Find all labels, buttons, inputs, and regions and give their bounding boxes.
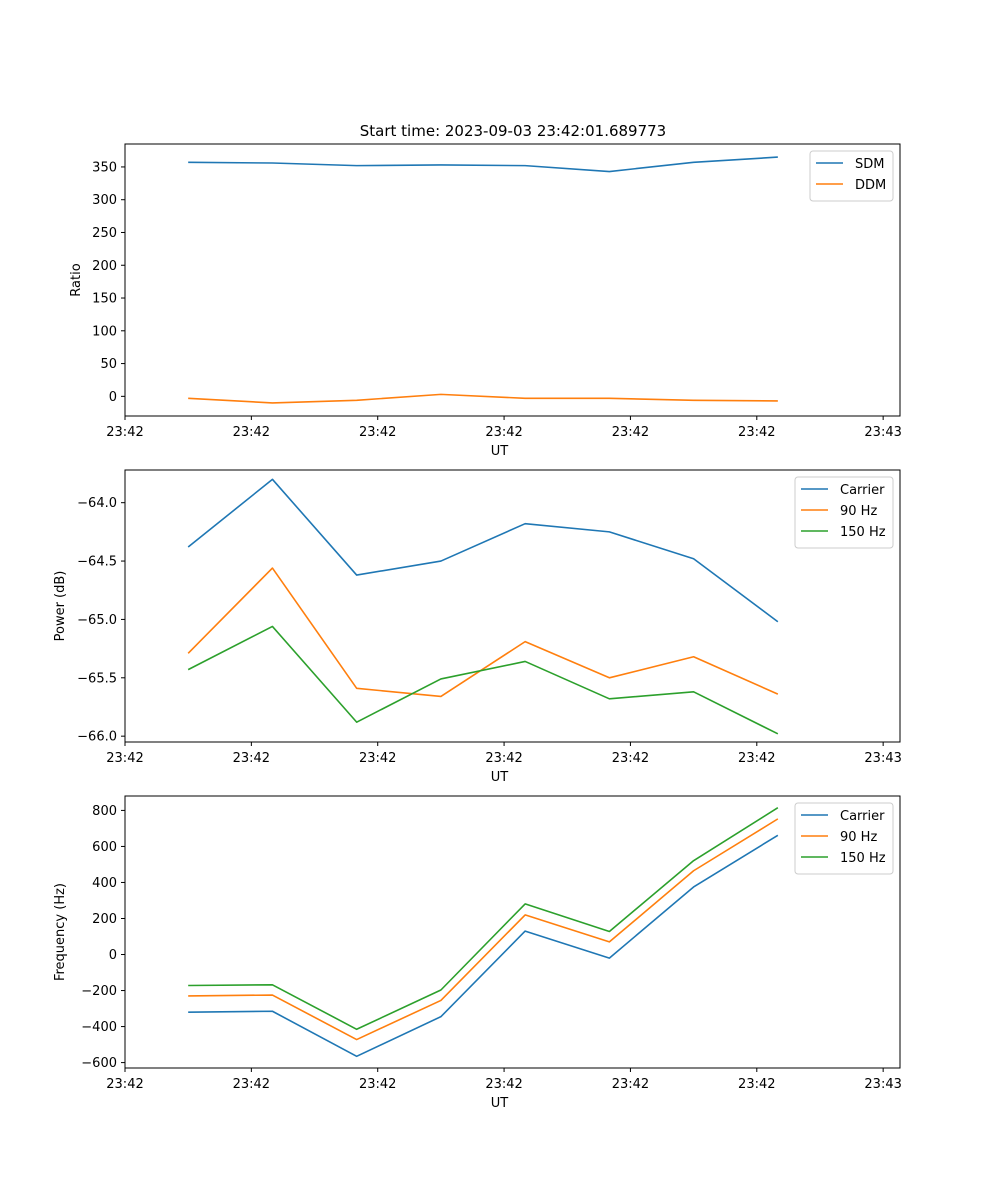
series-line-carrier [187,478,779,623]
legend-label: 90 Hz [840,830,877,845]
x-axis-label: UT [491,1096,509,1111]
y-tick-label: 0 [109,948,117,963]
y-tick-label: 0 [109,390,117,405]
y-tick-label: −65.0 [77,613,117,628]
x-tick-label: 23:42 [485,1077,522,1092]
x-tick-label: 23:42 [233,425,270,440]
chart-title: Start time: 2023-09-03 23:42:01.689773 [360,122,666,140]
legend-label: 90 Hz [840,504,877,519]
x-tick-label: 23:43 [864,1077,901,1092]
y-axis-label: Power (dB) [53,571,68,642]
y-tick-label: 600 [92,840,117,855]
y-tick-label: 150 [92,292,117,307]
legend-label: 150 Hz [840,851,886,866]
x-tick-label: 23:42 [485,425,522,440]
y-tick-label: 50 [100,357,117,372]
y-tick-label: 100 [92,324,117,339]
y-tick-label: 250 [92,226,117,241]
x-tick-label: 23:42 [612,425,649,440]
x-tick-label: 23:43 [864,751,901,766]
series-line-90-hz [187,567,779,698]
x-tick-label: 23:42 [233,1077,270,1092]
y-tick-label: −200 [81,984,117,999]
series-line-ddm [188,393,778,404]
y-axis-label: Ratio [69,263,84,296]
x-tick-label: 23:42 [738,751,775,766]
y-tick-label: 400 [92,876,117,891]
y-axis-label: Frequency (Hz) [53,883,68,981]
x-tick-label: 23:42 [106,751,143,766]
y-tick-label: 300 [92,193,117,208]
legend: SDM DDM [809,150,894,202]
legend-label: DDM [855,178,886,193]
legend-label: Carrier [840,483,885,498]
axes-frame [124,795,901,1069]
y-tick-label: −64.5 [77,555,117,570]
axes-frame [124,469,901,743]
legend-label: Carrier [840,809,885,824]
y-tick-label: 200 [92,912,117,927]
x-tick-label: 23:42 [738,425,775,440]
y-tick-label: −65.5 [77,671,117,686]
subplot-2: 23:42 23:42 23:42 23:42 23:42 23:42 23:43 −66.0… [53,469,902,785]
x-tick-label: 23:43 [864,425,901,440]
x-tick-label: 23:42 [359,1077,396,1092]
series-line-150-hz [188,807,779,1031]
x-tick-label: 23:42 [233,751,270,766]
x-tick-label: 23:42 [485,751,522,766]
x-tick-label: 23:42 [612,1077,649,1092]
axes-frame [124,143,901,417]
legend-label: 150 Hz [840,525,886,540]
subplot-1: 23:42 23:42 23:42 23:42 23:42 23:42 23:43 0 50 10… [69,143,902,459]
y-tick-label: −66.0 [77,730,117,745]
x-tick-label: 23:42 [359,425,396,440]
legend: Carrier 90 Hz 150 Hz [794,476,894,549]
y-tick-label: −64.0 [77,496,117,511]
x-tick-label: 23:42 [612,751,649,766]
y-tick-label: −400 [81,1020,117,1035]
legend-label: SDM [855,157,884,172]
x-axis-label: UT [491,444,509,459]
x-tick-label: 23:42 [106,425,143,440]
y-tick-label: 800 [92,804,117,819]
legend: Carrier 90 Hz 150 Hz [794,802,894,875]
y-tick-label: 200 [92,259,117,274]
x-tick-label: 23:42 [359,751,396,766]
series-line-carrier [188,834,779,1058]
series-line-150-hz [187,625,779,735]
axes-container: 23:42 23:42 23:42 23:42 23:42 23:42 23:43 0 50 10… [53,143,902,1111]
x-tick-label: 23:42 [738,1077,775,1092]
series-line-90-hz [188,818,779,1041]
x-axis-label: UT [491,770,509,785]
y-tick-label: 350 [92,160,117,175]
y-tick-label: −600 [81,1056,117,1071]
x-tick-label: 23:42 [106,1077,143,1092]
series-line-sdm [188,156,778,173]
subplot-3: 23:42 23:42 23:42 23:42 23:42 23:42 23:43 −600 −… [53,795,902,1111]
